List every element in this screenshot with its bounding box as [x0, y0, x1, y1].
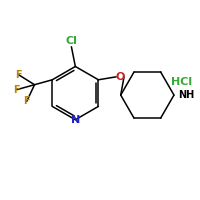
Text: O: O: [115, 72, 125, 82]
Text: F: F: [13, 85, 20, 95]
Text: Cl: Cl: [65, 36, 77, 46]
Text: F: F: [15, 70, 22, 80]
Text: HCl: HCl: [171, 77, 192, 87]
Text: N: N: [71, 115, 80, 125]
Text: NH: NH: [178, 90, 194, 100]
Text: F: F: [23, 96, 30, 106]
